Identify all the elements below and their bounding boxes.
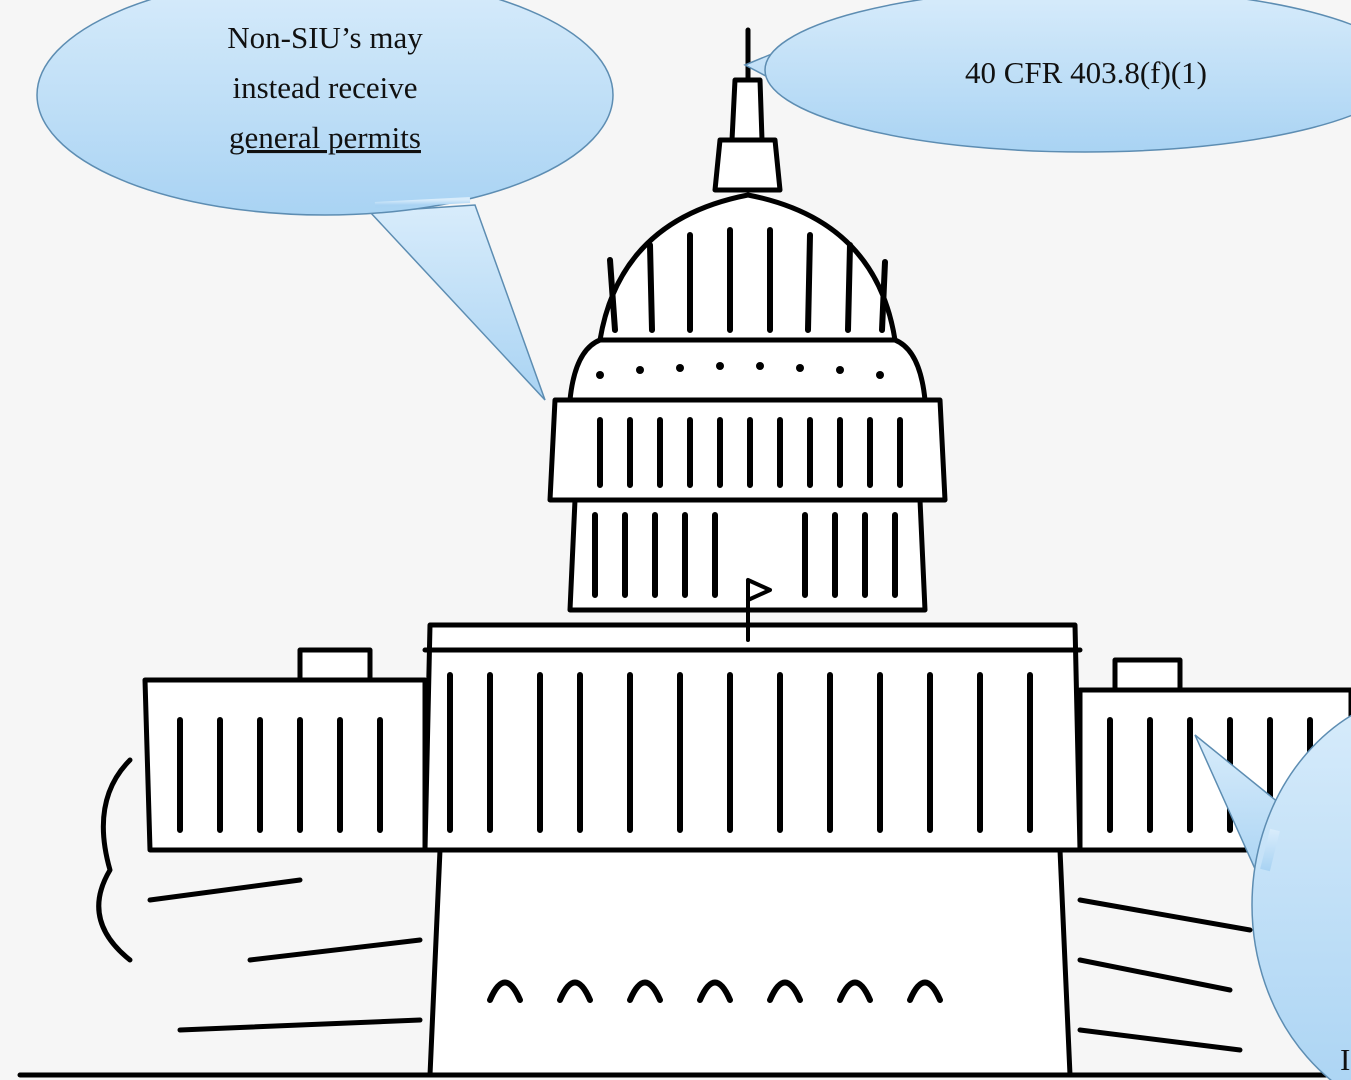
slide: Non-SIU’s may instead receive general pe…	[0, 0, 1351, 1080]
bubble-text: general permits	[229, 120, 421, 155]
bubble-text: I	[1340, 1042, 1350, 1077]
bubble-text: 40 CFR 403.8(f)(1)	[965, 55, 1207, 90]
bubble-text: instead receive	[232, 70, 417, 105]
bubble-text: Non-SIU’s may	[227, 20, 423, 55]
